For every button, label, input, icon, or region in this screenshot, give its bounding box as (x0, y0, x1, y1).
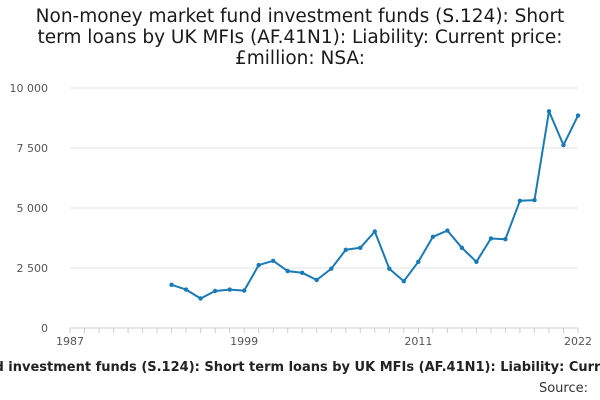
data-point[interactable] (183, 287, 189, 292)
y-tick-label: 0 (41, 322, 48, 335)
data-point[interactable] (314, 277, 319, 283)
data-point[interactable] (169, 282, 174, 287)
data-point[interactable] (271, 258, 276, 263)
x-axis-ticks (69, 328, 579, 333)
data-point[interactable] (488, 236, 494, 241)
data-point[interactable] (300, 270, 305, 275)
series-layer (169, 109, 581, 301)
data-point[interactable] (416, 259, 421, 264)
data-point[interactable] (227, 287, 232, 292)
footer-title-text: Non-money market fund investment funds (… (0, 360, 600, 375)
y-tick-label: 7 500 (17, 142, 49, 155)
data-point[interactable] (343, 247, 348, 252)
data-point[interactable] (532, 197, 537, 203)
source-label: Source: (538, 381, 588, 396)
x-tick-label: 1999 (230, 335, 258, 348)
data-point[interactable] (546, 109, 552, 114)
data-point[interactable] (285, 268, 290, 274)
chart-title: Non-money market fund investment funds (… (35, 6, 565, 69)
y-tick-label: 10 000 (10, 82, 49, 95)
data-point[interactable] (198, 296, 203, 301)
data-point[interactable] (329, 266, 334, 271)
data-point[interactable] (459, 245, 465, 250)
x-tick-label: 1987 (56, 335, 84, 348)
data-point[interactable] (503, 237, 508, 242)
data-point[interactable] (575, 113, 581, 118)
data-point[interactable] (430, 234, 436, 239)
y-tick-label: 2 500 (17, 262, 49, 275)
data-point[interactable] (401, 279, 406, 284)
x-tick-label: 2011 (404, 335, 432, 348)
x-tick-label: 2022 (564, 335, 592, 348)
data-point[interactable] (561, 142, 566, 148)
data-point[interactable] (517, 198, 523, 203)
data-point[interactable] (445, 228, 450, 233)
data-point[interactable] (474, 259, 479, 264)
data-point[interactable] (256, 262, 261, 268)
y-tick-label: 5 000 (17, 202, 49, 215)
grid-lines (70, 87, 578, 329)
footer-title: Non-money market fund investment funds (… (0, 360, 600, 380)
data-point[interactable] (372, 229, 377, 234)
data-point[interactable] (212, 288, 218, 294)
tick-labels: 0 2 500 5 000 7 500 10 000 1987 1999 2011 2022 (10, 82, 593, 348)
data-point[interactable] (358, 245, 363, 250)
data-point[interactable] (387, 266, 392, 271)
data-point[interactable] (242, 288, 247, 293)
series-line (171, 110, 579, 300)
